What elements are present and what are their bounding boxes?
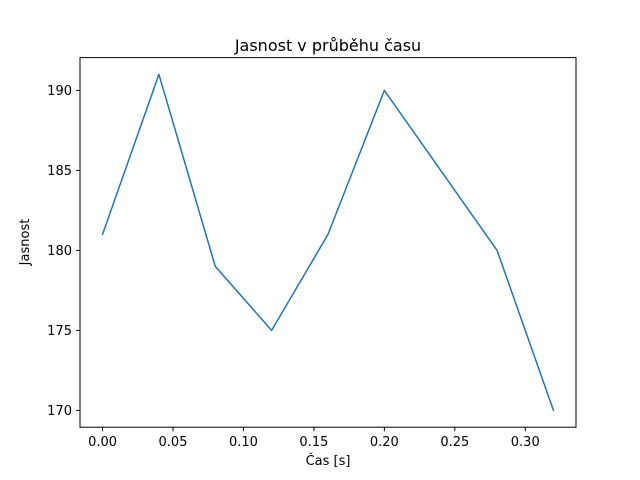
y-tick-label: 175 — [47, 324, 72, 339]
y-tick-label: 180 — [47, 244, 72, 259]
plot-border — [79, 57, 577, 428]
data-line — [101, 73, 555, 412]
x-tick-label: 0.25 — [440, 435, 469, 450]
y-tick-label: 170 — [47, 404, 72, 419]
y-tick-label: 185 — [47, 164, 72, 179]
x-tick-label: 0.10 — [229, 435, 258, 450]
x-tick-label: 0.00 — [88, 435, 117, 450]
x-tick-label: 0.15 — [299, 435, 328, 450]
y-axis-label: Jasnost — [18, 219, 33, 267]
x-axis-label: Čas [s] — [306, 453, 351, 469]
x-tick-label: 0.30 — [511, 435, 540, 450]
x-tick-label: 0.20 — [370, 435, 399, 450]
y-tick-label: 190 — [47, 84, 72, 99]
chart-title: Jasnost v průběhu času — [234, 36, 421, 55]
x-tick-label: 0.05 — [159, 435, 188, 450]
plot-area: 0.00 0.05 0.10 0.15 0.20 0.25 0.30 170 175 180 185… — [47, 57, 577, 450]
